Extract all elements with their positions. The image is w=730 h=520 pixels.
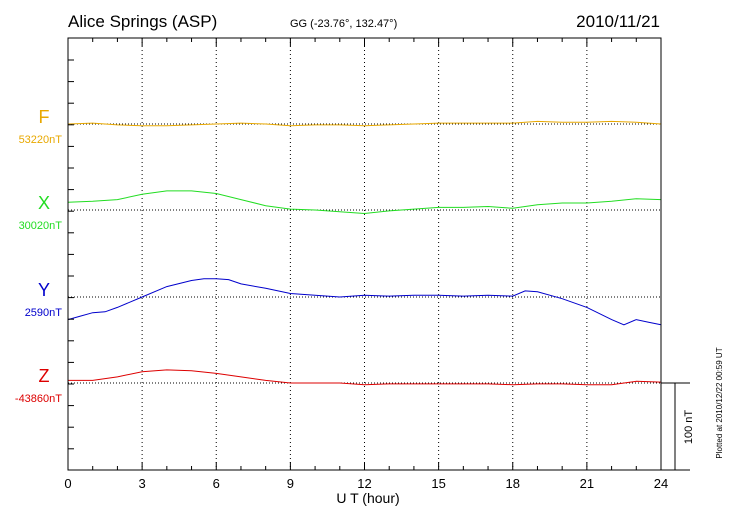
axes: 0 3 6 9 12 15 18 21 24 — [64, 37, 668, 491]
series-line-z — [68, 369, 662, 386]
x-tick-label: 3 — [139, 476, 146, 491]
chart-subtitle: GG (-23.76°, 132.47°) — [290, 18, 397, 30]
series-name-y: Y — [38, 280, 50, 300]
x-tick-label: 24 — [654, 476, 668, 491]
grid-lines — [68, 38, 661, 470]
x-tick-label: 9 — [287, 476, 294, 491]
series-name-x: X — [38, 193, 50, 213]
series-baseline-label-y: 2590nT — [25, 307, 63, 319]
x-tick-label: 18 — [506, 476, 520, 491]
series-line-f — [67, 120, 662, 127]
plotted-footnote: Plotted at 2010/12/22 00:59 UT — [715, 347, 724, 458]
scale-bar-label: 100 nT — [683, 410, 695, 445]
series-baseline-label-x: 30020nT — [19, 220, 63, 232]
chart-title: Alice Springs (ASP) — [68, 12, 217, 31]
x-axis-label: U T (hour) — [336, 490, 399, 506]
x-tick-label: 0 — [64, 476, 71, 491]
series-layer: F 53220nT X 30020nT Y 2590nT Z -43860nT — [15, 107, 662, 405]
series-name-z: Z — [39, 366, 50, 386]
x-tick-label: 21 — [580, 476, 594, 491]
series-name-f: F — [39, 107, 50, 127]
series-line-x — [67, 190, 662, 215]
series-line-y — [67, 278, 662, 326]
series-baseline-label-z: -43860nT — [15, 393, 62, 405]
x-tick-label: 6 — [213, 476, 220, 491]
x-tick-label: 12 — [357, 476, 371, 491]
scale-bar: 100 nT — [661, 382, 695, 471]
chart-date: 2010/11/21 — [576, 12, 660, 31]
series-baseline-label-f: 53220nT — [19, 134, 63, 146]
x-tick-label: 15 — [431, 476, 445, 491]
